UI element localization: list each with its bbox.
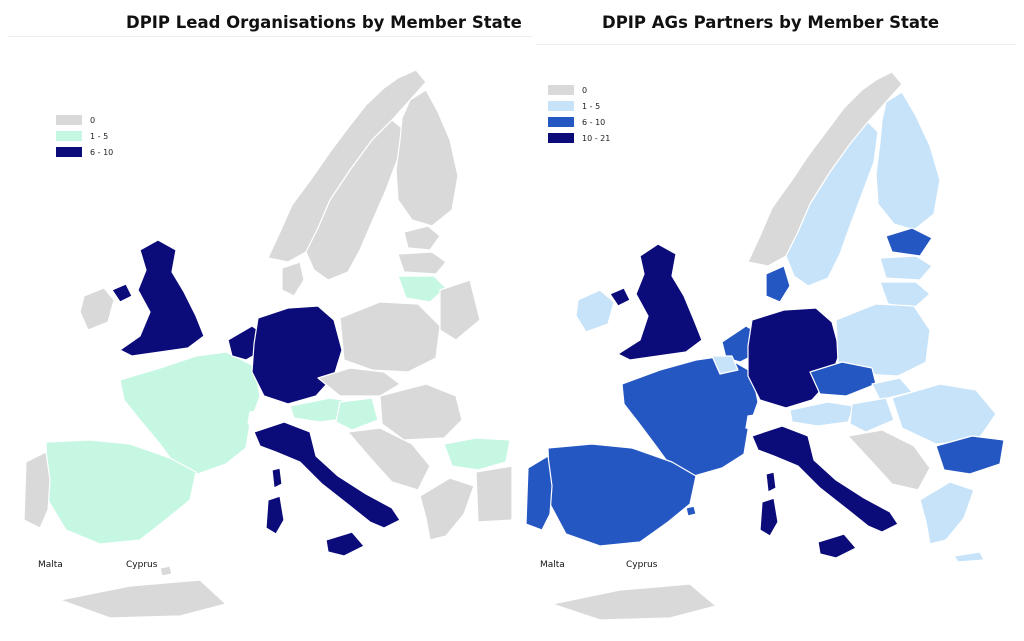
country-romania <box>379 383 463 441</box>
country-poland <box>339 301 441 373</box>
country-sweden <box>785 121 879 287</box>
legend-item: 6 - 10 <box>56 144 113 160</box>
legend-item: 1 - 5 <box>56 128 113 144</box>
country-germany <box>251 305 343 405</box>
country-latvia <box>397 251 447 275</box>
country-france <box>621 355 759 477</box>
legend-lead-organisations: 0 1 - 5 6 - 10 <box>56 112 113 160</box>
country-denmark <box>281 261 305 297</box>
country-bulgaria <box>443 437 511 471</box>
legend-label: 0 <box>582 85 588 95</box>
legend-ags-partners: 0 1 - 5 6 - 10 10 - 21 <box>548 82 610 146</box>
label-malta: Malta <box>38 560 63 570</box>
country-uk <box>617 243 703 361</box>
country-spain <box>45 439 197 545</box>
map-title-lead-organisations: DPIP Lead Organisations by Member State <box>126 13 522 32</box>
legend-label: 1 - 5 <box>90 131 109 141</box>
country-romania <box>891 383 997 445</box>
country-ireland <box>575 289 615 333</box>
legend-item: 0 <box>548 82 610 98</box>
country-ireland <box>79 287 115 331</box>
country-lithuania <box>879 281 931 309</box>
label-cyprus: Cyprus <box>126 560 158 570</box>
map-title-ags-partners: DPIP AGs Partners by Member State <box>602 13 940 32</box>
country-finland <box>395 89 459 227</box>
legend-label: 1 - 5 <box>582 101 601 111</box>
legend-item: 10 - 21 <box>548 130 610 146</box>
legend-item: 0 <box>56 112 113 128</box>
country-corsica <box>271 467 283 489</box>
country-greece <box>419 477 475 541</box>
country-northern-ireland <box>609 287 631 307</box>
country-uk <box>119 239 205 357</box>
background-north-africa <box>59 579 227 619</box>
country-estonia <box>885 227 933 257</box>
country-lithuania <box>397 275 447 303</box>
country-corsica <box>765 471 777 493</box>
label-cyprus: Cyprus <box>626 560 658 570</box>
background-north-africa <box>551 583 717 621</box>
legend-label: 6 - 10 <box>90 147 114 157</box>
country-bulgaria <box>935 435 1005 475</box>
background-turkey <box>475 465 513 523</box>
title-underline <box>536 44 1016 45</box>
country-denmark <box>765 265 791 303</box>
country-czech-slovakia <box>317 367 401 397</box>
country-spain <box>547 443 697 547</box>
country-finland <box>875 91 941 231</box>
country-switzerland <box>745 411 783 433</box>
legend-item: 1 - 5 <box>548 98 610 114</box>
country-hungary <box>335 397 379 431</box>
country-crete <box>953 551 985 563</box>
country-balkans <box>847 429 931 491</box>
background-baltic-east <box>439 279 481 341</box>
country-sicily <box>325 531 365 557</box>
legend-label: 10 - 21 <box>582 133 611 143</box>
background-malta-island <box>159 565 173 577</box>
country-sardinia <box>759 497 779 537</box>
legend-swatch-1-5 <box>548 101 574 111</box>
lead-organisations-map <box>23 69 513 619</box>
label-malta: Malta <box>540 560 565 570</box>
country-hungary <box>849 397 895 433</box>
country-latvia <box>879 255 933 281</box>
background-malta-island <box>685 505 697 517</box>
country-sicily <box>817 533 857 559</box>
country-portugal <box>23 451 51 529</box>
country-italy <box>751 425 899 533</box>
legend-item: 6 - 10 <box>548 114 610 130</box>
country-sardinia <box>265 495 285 535</box>
legend-swatch-zero <box>56 115 82 125</box>
title-underline <box>8 36 532 37</box>
country-portugal <box>525 455 553 531</box>
ags-partners-map <box>525 71 1005 621</box>
legend-swatch-6-10 <box>56 147 82 157</box>
country-france <box>119 351 261 475</box>
country-austria <box>789 401 855 427</box>
country-italy <box>253 421 401 529</box>
country-belgium-light <box>711 355 739 375</box>
legend-swatch-10-21 <box>548 133 574 143</box>
legend-swatch-zero <box>548 85 574 95</box>
country-greece <box>919 481 975 545</box>
legend-label: 0 <box>90 115 96 125</box>
country-switzerland <box>247 407 285 429</box>
legend-swatch-6-10 <box>548 117 574 127</box>
legend-swatch-1-5 <box>56 131 82 141</box>
country-balkans <box>347 427 431 491</box>
country-northern-ireland <box>111 283 133 303</box>
legend-label: 6 - 10 <box>582 117 606 127</box>
country-estonia <box>403 225 441 251</box>
